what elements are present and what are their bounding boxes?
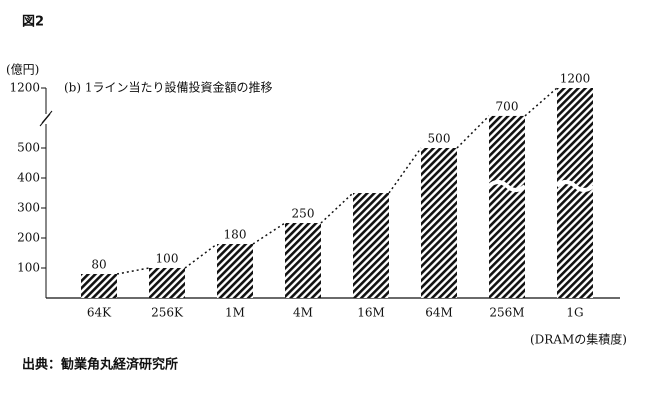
y-tick-label: 1200	[9, 81, 40, 95]
x-tick-label: 1G	[566, 306, 583, 320]
bar	[149, 268, 185, 298]
value-label: 700	[496, 99, 519, 113]
value-label: 250	[292, 207, 315, 221]
value-label: 80	[91, 258, 106, 272]
trend-line	[116, 267, 150, 275]
value-label: 1200	[560, 72, 591, 86]
source: 出典：勧業角丸経済研究所	[22, 357, 178, 373]
y-tick-label: 200	[17, 231, 40, 245]
bar	[217, 244, 253, 298]
figure-label: 図2	[22, 15, 44, 30]
trend-line	[184, 243, 218, 269]
y-axis-label: (億円)	[6, 63, 39, 77]
x-tick-label: 16M	[357, 306, 385, 320]
x-tick-label: 64M	[425, 306, 453, 320]
value-label: 180	[224, 228, 247, 242]
trend-line	[252, 222, 286, 245]
bar-break	[487, 180, 527, 192]
x-tick-label: 4M	[293, 306, 313, 320]
value-label: 100	[156, 252, 179, 266]
x-tick-label: 64K	[87, 306, 112, 320]
bar	[489, 115, 525, 298]
bar	[421, 148, 457, 298]
bar	[557, 88, 593, 298]
axis-break	[39, 110, 53, 127]
chart-title: (b) 1ライン当たり設備投資金額の推移	[64, 80, 273, 95]
bar	[81, 274, 117, 298]
y-tick-label: 400	[17, 171, 40, 185]
y-tick-label: 100	[17, 261, 40, 275]
x-tick-label: 256K	[151, 306, 184, 320]
x-axis-label: (DRAMの集積度)	[530, 332, 627, 347]
y-tick-label: 300	[17, 201, 40, 215]
bar	[353, 193, 389, 298]
trend-line	[388, 147, 422, 194]
y-tick-label: 500	[17, 141, 40, 155]
trend-line	[456, 115, 490, 149]
trend-line	[320, 192, 354, 224]
x-tick-label: 256M	[489, 306, 524, 320]
value-label: 500	[428, 132, 451, 146]
x-tick-label: 1M	[225, 306, 245, 320]
trend-line	[524, 87, 558, 117]
bar-break	[555, 180, 595, 192]
bar	[285, 223, 321, 298]
